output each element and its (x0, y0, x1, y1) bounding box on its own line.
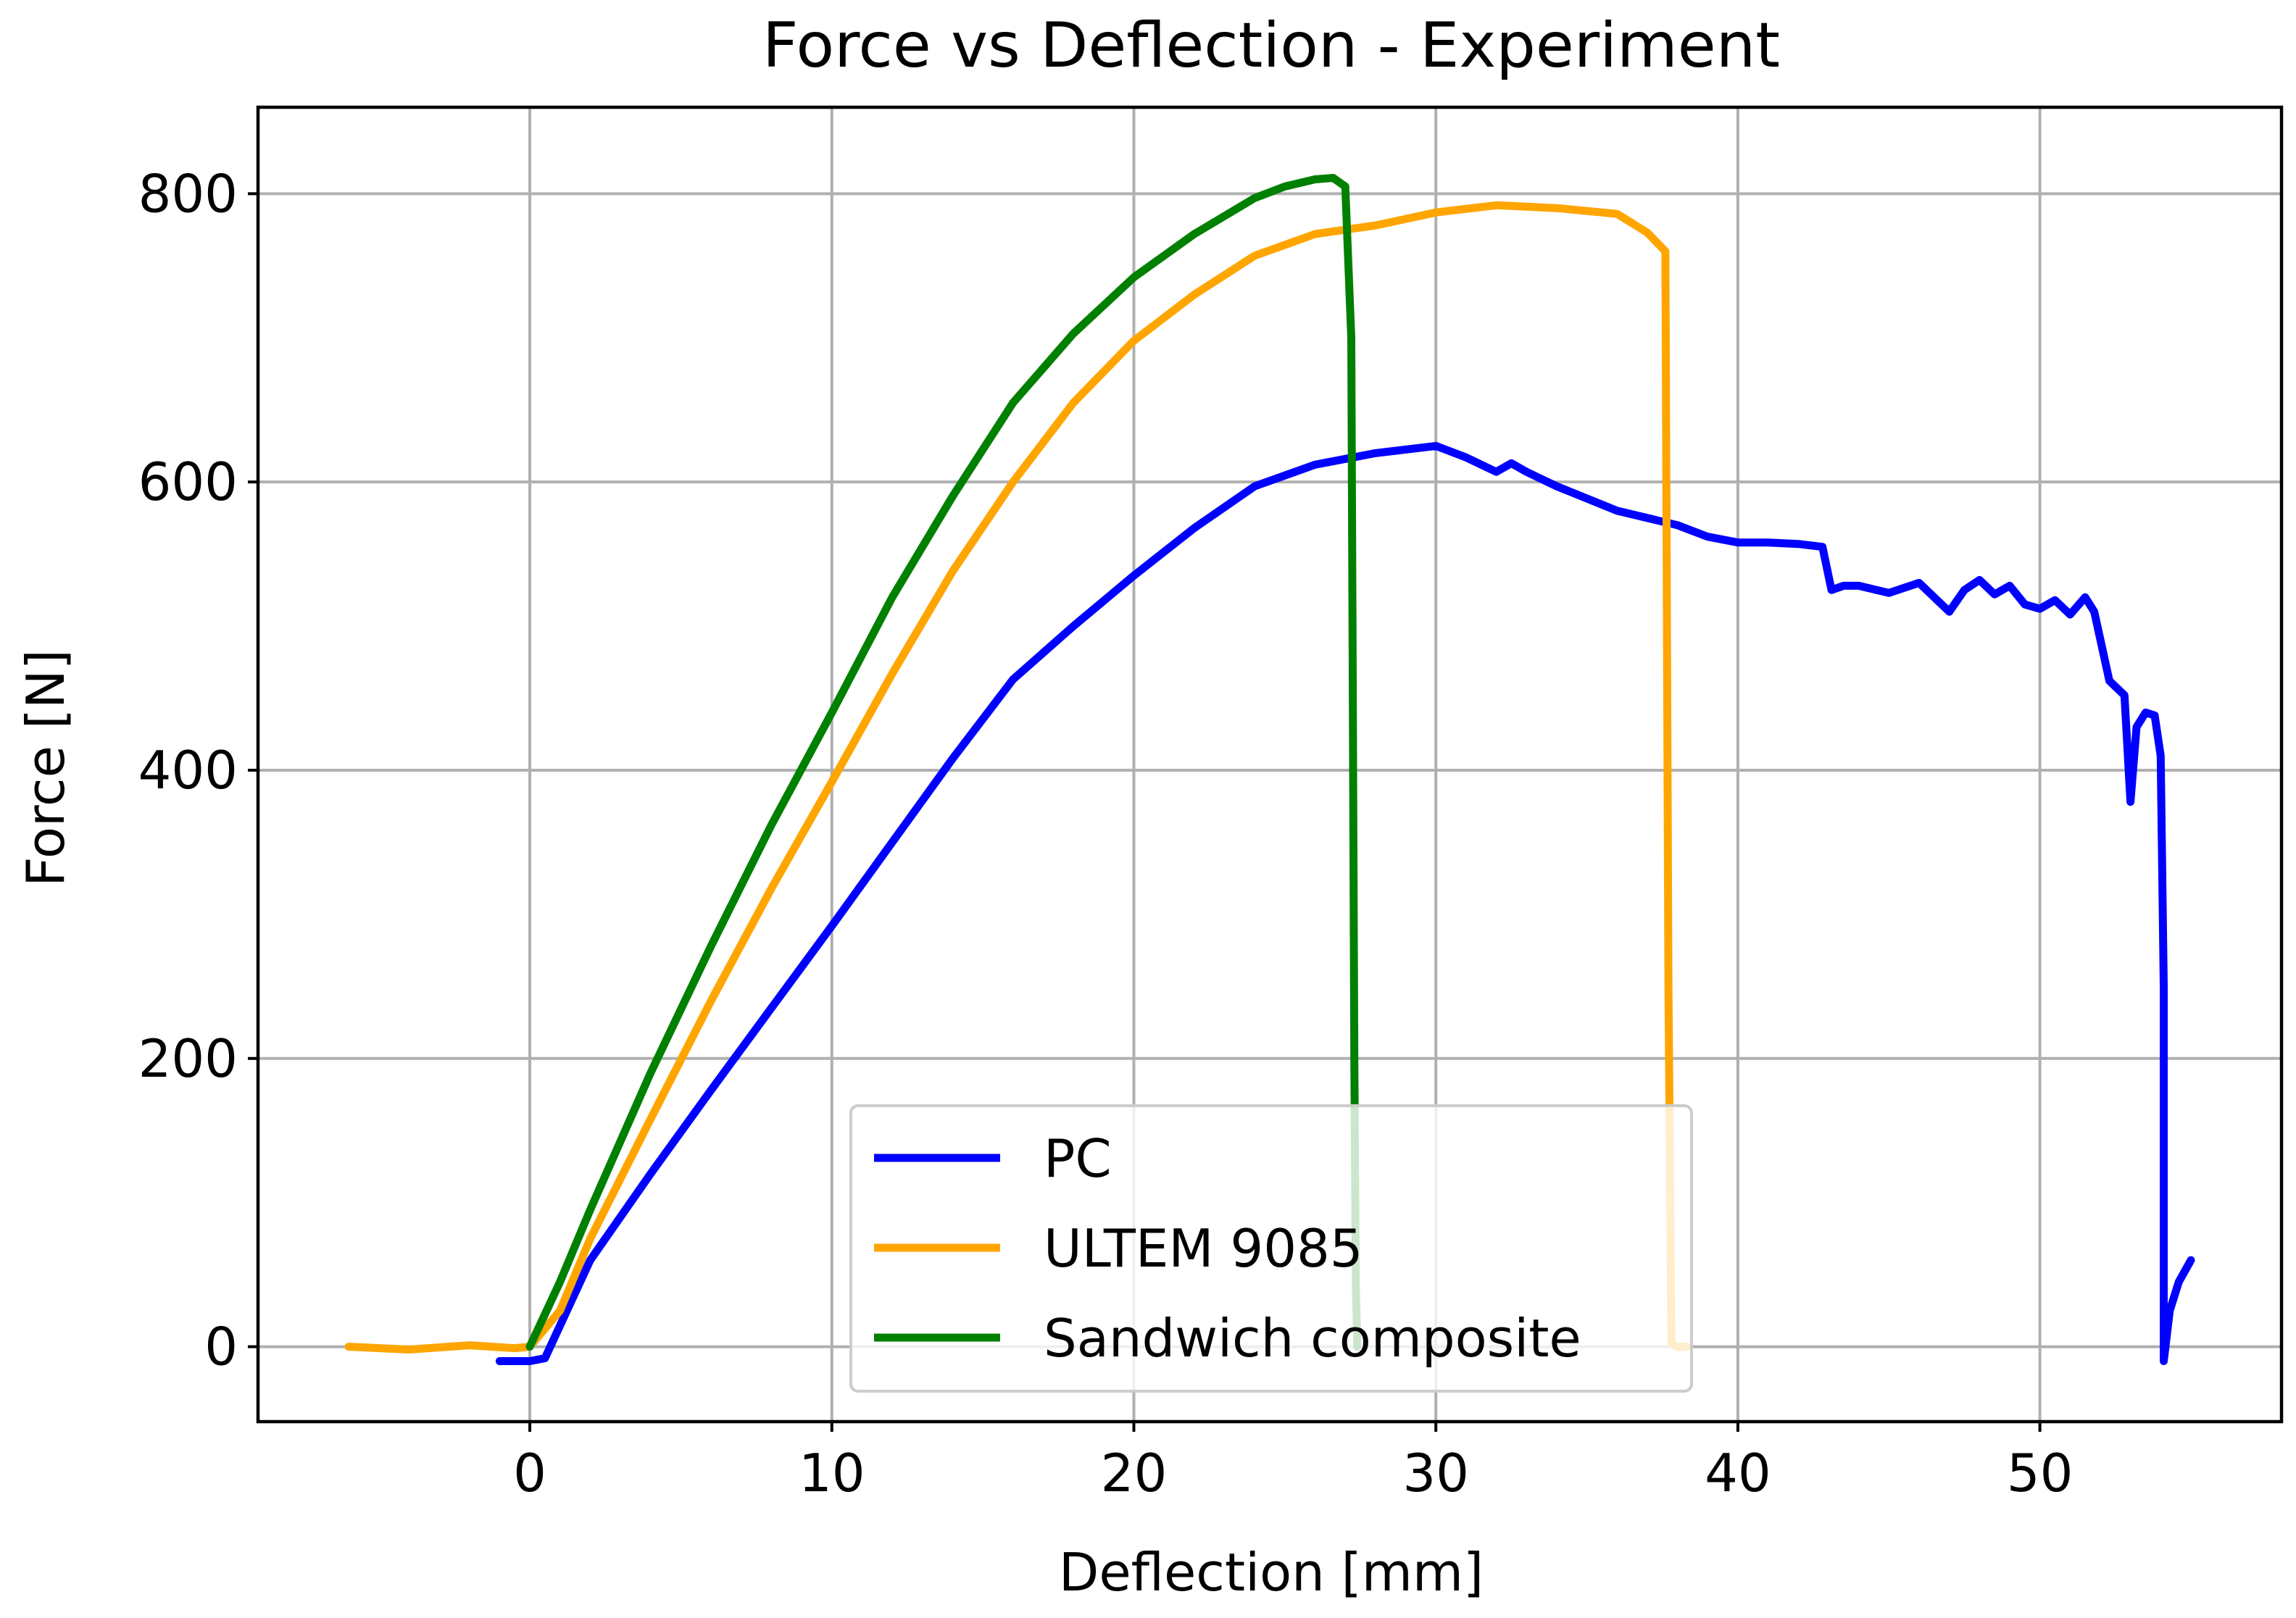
series-layer (344, 174, 2195, 1365)
legend-label-ultem-9085: ULTEM 9085 (1044, 1218, 1363, 1279)
x-tick-label: 40 (1705, 1443, 1771, 1504)
x-axis-label: Deflection [mm] (1059, 1542, 1484, 1603)
y-tick-label: 600 (138, 451, 238, 512)
series-line-pc (495, 441, 2195, 1365)
y-tick-label: 0 (204, 1317, 238, 1377)
y-tick-label: 800 (138, 163, 238, 224)
chart-title: Force vs Deflection - Experiment (762, 9, 1780, 82)
series-line-ultem-9085 (344, 201, 1691, 1354)
tick-layer: 0 10 20 30 40 50 0 200 400 600 800 (138, 163, 2074, 1504)
x-tick-label: 30 (1402, 1443, 1469, 1504)
series-line-sandwich-composite (525, 174, 1362, 1351)
grid-layer (258, 107, 2282, 1422)
x-tick-label: 20 (1101, 1443, 1168, 1504)
x-tick-label: 0 (513, 1443, 546, 1504)
y-tick-label: 200 (138, 1028, 238, 1089)
y-axis-label: Force [N] (15, 649, 76, 887)
plot-frame (256, 105, 2284, 1424)
x-tick-label: 50 (2007, 1443, 2074, 1504)
legend-label-pc: PC (1044, 1128, 1112, 1189)
x-tick-label: 10 (799, 1443, 865, 1504)
legend-box (849, 1104, 1693, 1393)
legend: PC ULTEM 9085 Sandwich composite (849, 1104, 1693, 1393)
legend-label-sandwich-composite: Sandwich composite (1044, 1308, 1581, 1369)
y-tick-label: 400 (138, 740, 238, 801)
